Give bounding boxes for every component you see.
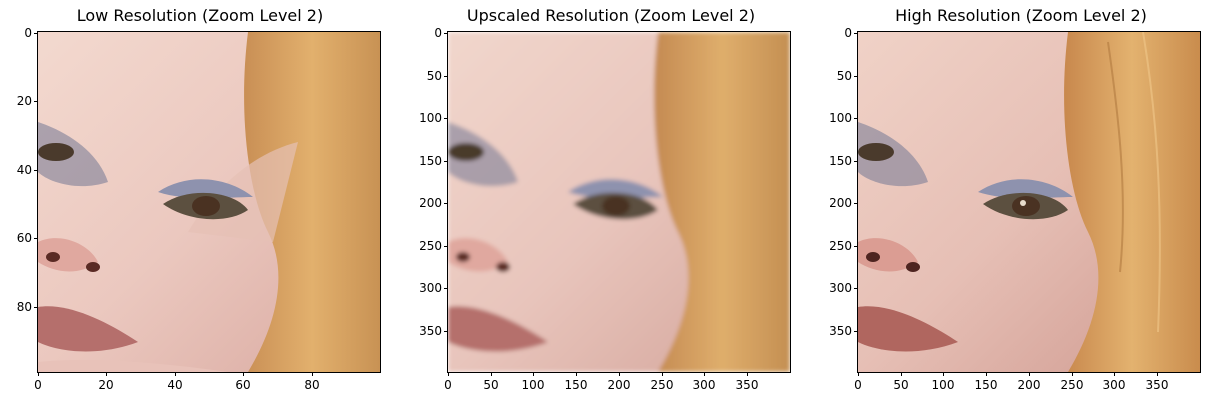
y-tick-label: 50 [426,69,442,83]
y-tick-label: 60 [16,231,32,245]
y-tick-label: 0 [844,26,852,40]
x-tick-label: 300 [692,378,716,392]
face-image-high-res [857,31,1201,373]
x-tick-label: 150 [564,378,588,392]
y-tick-label: 100 [419,111,442,125]
x-tick-label: 50 [483,378,499,392]
x-tick-label: 50 [893,378,909,392]
x-tick-label: 60 [235,378,251,392]
panel-high-resolution: High Resolution (Zoom Level 2) [821,0,1209,407]
y-tick-label: 200 [829,196,852,210]
panel-title: Upscaled Resolution (Zoom Level 2) [466,6,756,25]
y-tick-label: 200 [419,196,442,210]
y-tick-label: 350 [829,324,852,338]
panel-title: High Resolution (Zoom Level 2) [895,6,1147,25]
y-tick-label: 20 [16,94,32,108]
panel-upscaled-resolution: Upscaled Resolution (Zoom Level 2) [411,0,811,407]
panel-low-resolution: Low Resolution (Zoom Level 2) [0,0,400,407]
y-tick-label: 300 [419,281,442,295]
y-tick-label: 80 [16,300,32,314]
x-tick-label: 80 [304,378,320,392]
x-tick-label: 350 [1145,378,1169,392]
face-image-low-res [37,31,381,373]
y-tick-label: 40 [16,163,32,177]
x-tick-label: 350 [735,378,759,392]
y-tick-label: 0 [24,26,32,40]
x-tick-label: 0 [444,378,452,392]
x-tick-label: 100 [931,378,955,392]
y-tick-label: 50 [836,69,852,83]
x-tick-label: 250 [650,378,674,392]
x-tick-label: 200 [607,378,631,392]
y-tick-label: 250 [829,239,852,253]
x-tick-label: 250 [1060,378,1084,392]
y-tick-label: 150 [829,154,852,168]
y-tick-label: 100 [829,111,852,125]
y-tick-label: 250 [419,239,442,253]
x-tick-label: 100 [521,378,545,392]
x-tick-label: 150 [974,378,998,392]
y-tick-label: 350 [419,324,442,338]
x-tick-label: 0 [854,378,862,392]
x-tick-label: 40 [167,378,183,392]
y-tick-label: 0 [434,26,442,40]
x-tick-label: 200 [1017,378,1041,392]
panel-title: Low Resolution (Zoom Level 2) [76,6,324,25]
y-tick-label: 150 [419,154,442,168]
face-image-upscaled [447,31,791,373]
x-tick-label: 0 [34,378,42,392]
y-tick-label: 300 [829,281,852,295]
x-tick-label: 300 [1102,378,1126,392]
x-tick-label: 20 [98,378,114,392]
